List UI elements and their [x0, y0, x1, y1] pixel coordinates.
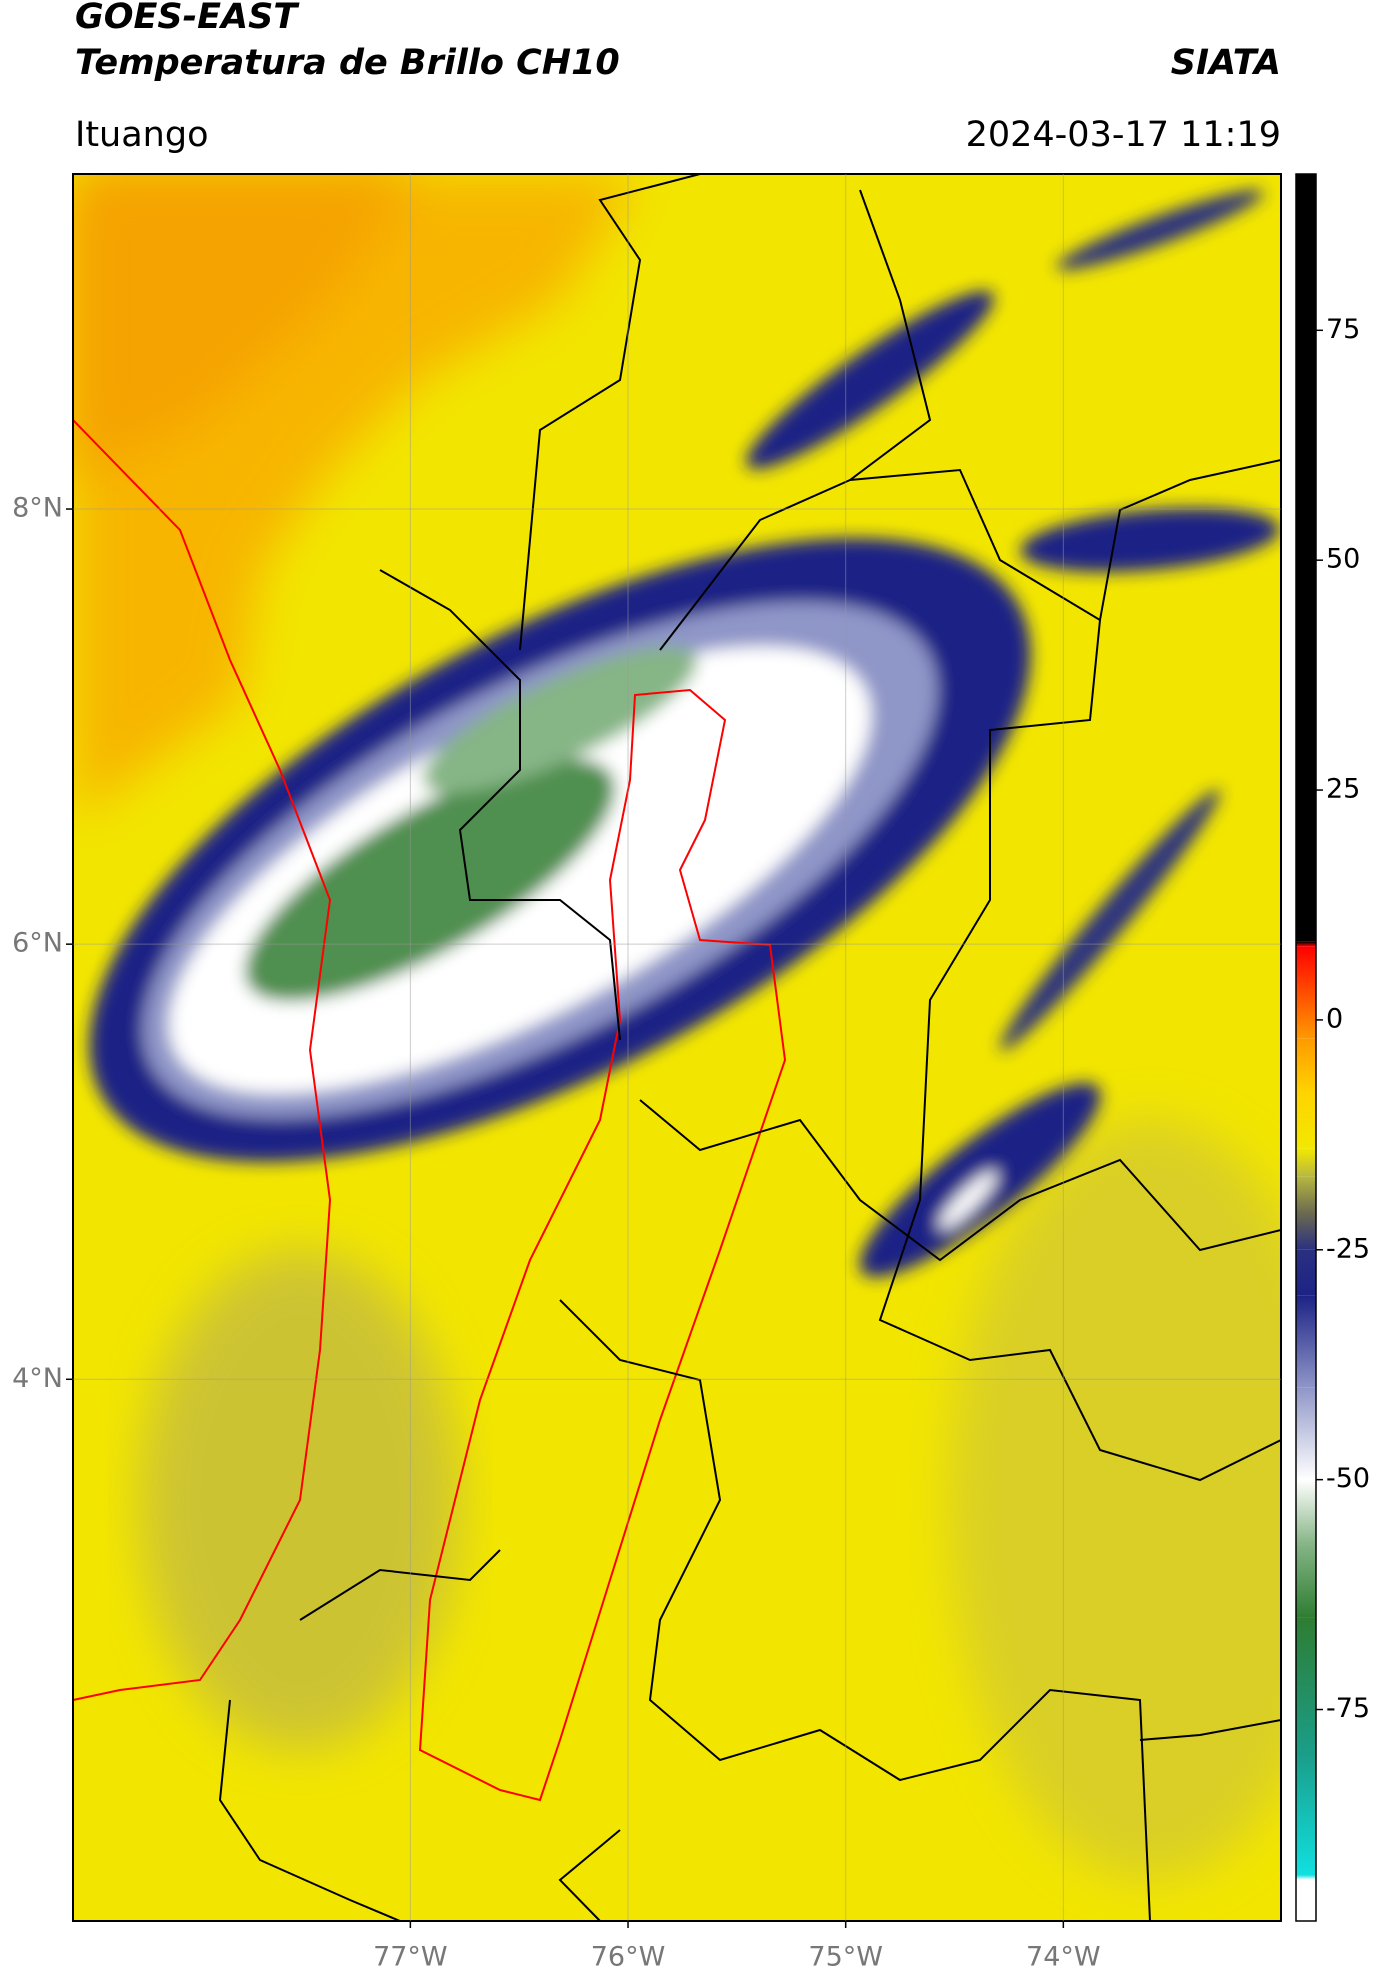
colorbar-segment — [1296, 941, 1316, 947]
colorbar-tick-label: -25 — [1326, 1233, 1370, 1264]
colorbar-segment — [1296, 1038, 1316, 1094]
colorbar-segment — [1296, 1249, 1316, 1296]
colorbar-tick-label: -50 — [1326, 1463, 1370, 1494]
y-tick-label: 6°N — [12, 928, 63, 959]
admin-borders — [218, 174, 1281, 1921]
graticule — [73, 174, 1281, 1921]
colorbar-segment — [1296, 1879, 1316, 1921]
subtitle: Temperatura de Brillo CH10 — [75, 43, 620, 83]
colorbar-segment — [1296, 1875, 1316, 1880]
colorbar-segment — [1296, 1148, 1316, 1177]
x-tick-label: 74°W — [1026, 1942, 1101, 1973]
colorbar-segment — [1296, 174, 1316, 942]
y-tick-label: 4°N — [12, 1363, 63, 1394]
coastline — [73, 419, 332, 1701]
map-raster — [73, 174, 1281, 1921]
haze — [950, 1120, 1281, 1880]
title: GOES-EAST — [75, 0, 300, 37]
colorbar-segment — [1296, 1093, 1316, 1149]
source: SIATA — [1171, 43, 1281, 83]
colorbar-tick-label: 50 — [1326, 544, 1360, 575]
location: Ituango — [75, 115, 209, 155]
colorbar-segment — [1296, 1387, 1316, 1480]
colorbar — [1296, 174, 1316, 1921]
colorbar-segment — [1296, 1295, 1316, 1388]
colorbar-segment — [1296, 1755, 1316, 1876]
y-tick-label: 8°N — [12, 493, 63, 524]
colorbar-segment — [1296, 1479, 1316, 1545]
colorbar-tick-label: 25 — [1326, 774, 1360, 805]
colorbar-segment — [1296, 1213, 1316, 1250]
colorbar-tick-label: 75 — [1326, 314, 1360, 345]
map-frame — [72, 173, 1282, 1922]
x-tick-label: 77°W — [373, 1942, 448, 1973]
colorbar-segment — [1296, 946, 1316, 1039]
x-tick-label: 75°W — [808, 1942, 883, 1973]
x-tick-label: 76°W — [591, 1942, 666, 1973]
colorbar-tick-label: 0 — [1326, 1003, 1343, 1034]
colorbar-segment — [1296, 1176, 1316, 1214]
colorbar-segment — [1296, 1544, 1316, 1618]
department-border — [418, 688, 787, 1802]
colorbar-segment — [1296, 1617, 1316, 1756]
colorbar-tick-label: -75 — [1326, 1693, 1370, 1724]
colorbar-frame — [1295, 173, 1317, 1922]
warm-sea-core — [73, 174, 420, 480]
datetime: 2024-03-17 11:19 — [966, 115, 1281, 155]
